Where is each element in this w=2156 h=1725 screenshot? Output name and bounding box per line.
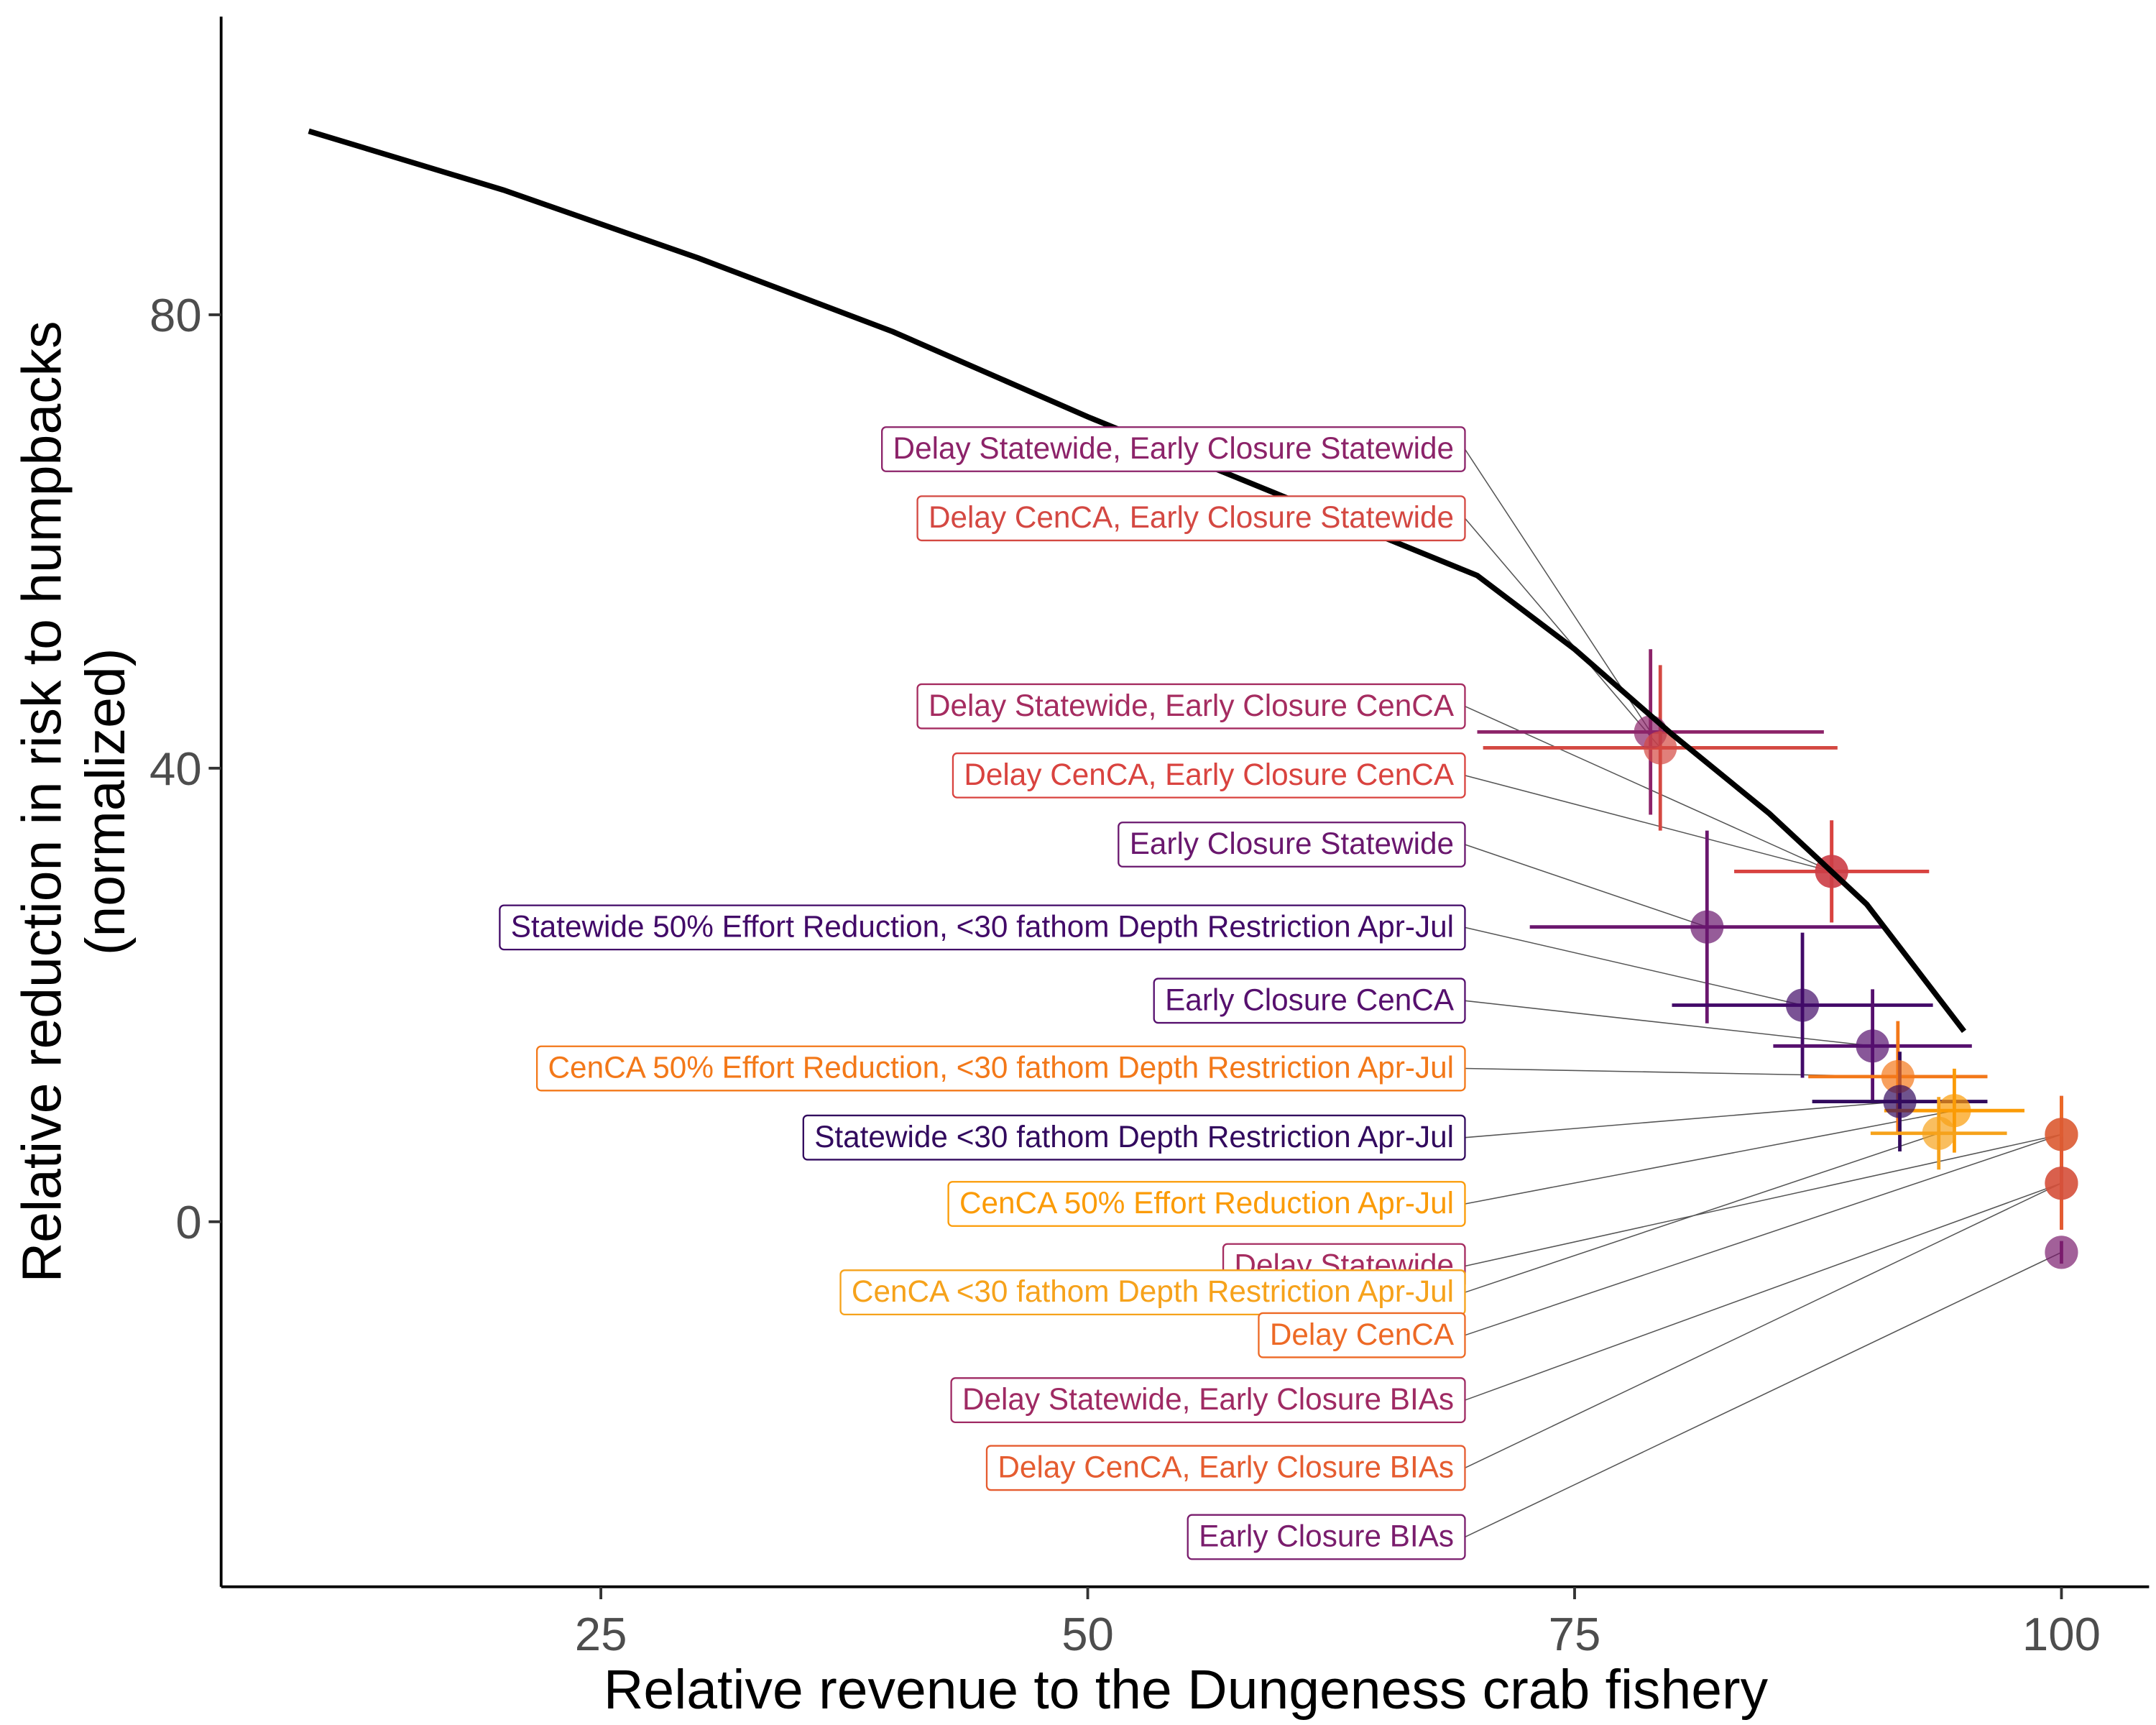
label-text: Statewide 50% Effort Reduction, <30 fath… [511,909,1454,943]
x-axis-title: Relative revenue to the Dungeness crab f… [604,1659,1769,1721]
point-label: CenCA <30 fathom Depth Restriction Apr-J… [839,1269,1466,1315]
label-box [1258,1312,1466,1358]
point [1644,731,1677,765]
point-label: Statewide <30 fathom Depth Restriction A… [802,1114,1466,1161]
label-box [916,683,1466,730]
point-label: Delay CenCA, Early Closure CenCA [952,752,1466,799]
label-box [839,1269,1466,1315]
y-axis-title: (normalized) [75,648,137,955]
point-label: Delay CenCA [1258,1312,1466,1358]
label-box [947,1181,1466,1227]
label-box [950,1377,1466,1423]
point-label: Delay Statewide, Early Closure CenCA [916,683,1466,730]
point [2045,1167,2078,1200]
y-axis-title: Relative reduction in risk to humpbacks [11,321,73,1282]
point [1785,988,1820,1022]
label-box [535,1045,1466,1092]
point-label: Statewide 50% Effort Reduction, <30 fath… [499,904,1466,951]
point [1856,1029,1889,1063]
label-text: Delay Statewide, Early Closure Statewide [893,431,1455,465]
label-box [985,1445,1466,1491]
label-text: CenCA 50% Effort Reduction, <30 fathom D… [548,1051,1455,1085]
label-box [952,752,1466,799]
x-tick-label: 100 [2022,1608,2101,1660]
point-label: Delay Statewide, Early Closure BIAs [950,1377,1466,1423]
label-text: Statewide <30 fathom Depth Restriction A… [814,1120,1454,1154]
point [1922,1116,1955,1150]
leader-line [1465,1182,2062,1469]
label-box [499,904,1466,951]
label-text: Early Closure Statewide [1130,827,1454,860]
x-tick-label: 25 [575,1608,627,1660]
point [2045,1118,2078,1151]
label-text: Delay CenCA, Early Closure BIAs [998,1450,1454,1484]
point-label: CenCA 50% Effort Reduction Apr-Jul [947,1181,1466,1227]
leader-line [1465,1182,2062,1401]
y-tick-label: 0 [175,1196,201,1248]
label-box [1118,822,1466,868]
label-text: Delay Statewide, Early Closure CenCA [929,689,1455,722]
leader-line [1465,844,1708,928]
label-box [916,495,1466,542]
leader-line [1465,775,1832,873]
leader-line [1465,1133,1939,1293]
label-text: Delay Statewide, Early Closure BIAs [962,1382,1454,1416]
point [1883,1085,1917,1118]
point-label: Early Closure Statewide [1118,822,1466,868]
leader-line [1464,518,1661,748]
leader-line [1465,926,1803,1006]
x-tick-label: 75 [1549,1608,1601,1660]
label-box [1153,978,1466,1024]
leader-line [1465,1251,2062,1538]
point-label: Early Closure CenCA [1153,978,1466,1024]
label-box [1187,1514,1466,1560]
point-label: Delay CenCA, Early Closure Statewide [916,495,1466,542]
label-text: Delay CenCA, Early Closure Statewide [929,500,1454,534]
label-box [881,426,1466,472]
label-text: Early Closure BIAs [1199,1519,1454,1553]
label-text: CenCA 50% Effort Reduction Apr-Jul [959,1186,1454,1220]
point-label: Early Closure BIAs [1187,1514,1466,1560]
leader-line [1465,1133,2062,1336]
label-text: Delay CenCA [1270,1317,1455,1351]
point-label: Delay CenCA, Early Closure BIAs [985,1445,1466,1491]
y-tick-label: 80 [149,289,202,341]
label-text: CenCA <30 fathom Depth Restriction Apr-J… [852,1274,1454,1308]
point-label: Delay Statewide, Early Closure Statewide [881,426,1466,472]
point-label: CenCA 50% Effort Reduction, <30 fathom D… [535,1045,1466,1092]
leader-line [1465,1000,1873,1047]
point [2045,1236,2078,1269]
point [1881,1059,1915,1093]
leader-line [1464,448,1651,732]
label-text: Delay CenCA, Early Closure CenCA [964,758,1454,791]
point [1690,910,1724,944]
leader-line [1465,705,1833,873]
label-text: Early Closure CenCA [1165,983,1455,1016]
leader-line [1465,1133,2062,1267]
label-box [802,1114,1466,1161]
y-tick-label: 40 [149,742,202,795]
leader-line [1465,1100,1900,1138]
x-tick-label: 50 [1061,1608,1114,1660]
leader-line [1465,1110,1955,1205]
